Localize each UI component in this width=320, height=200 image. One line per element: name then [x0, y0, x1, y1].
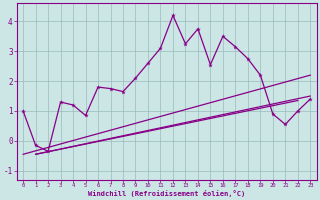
- X-axis label: Windchill (Refroidissement éolien,°C): Windchill (Refroidissement éolien,°C): [88, 190, 245, 197]
